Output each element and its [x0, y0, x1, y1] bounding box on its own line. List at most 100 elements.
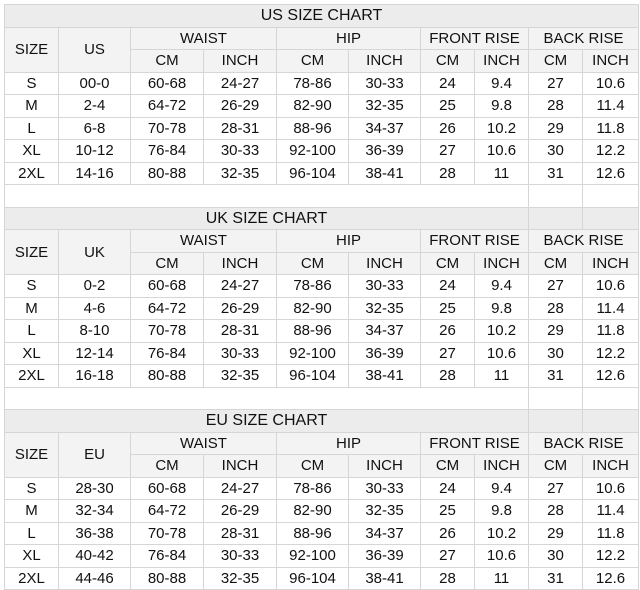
table-row: 2XL 16-18 80-88 32-35 96-104 38-41 28 11 31 12.6	[4, 364, 639, 388]
value-cell: 24-27	[203, 71, 277, 95]
table-row: L 6-8 70-78 28-31 88-96 34-37 26 10.2 29 11.8	[4, 116, 639, 140]
value-cell: 40-42	[58, 544, 131, 568]
value-cell: 11.4	[582, 94, 639, 118]
value-cell: 10.2	[474, 319, 529, 343]
value-cell: 28	[528, 499, 583, 523]
value-cell: 76-84	[130, 544, 204, 568]
unit-header-inch: INCH	[348, 251, 421, 275]
size-cell: L	[4, 319, 59, 343]
value-cell: 82-90	[276, 296, 349, 320]
spacer-cell	[528, 386, 583, 410]
value-cell: 34-37	[348, 521, 421, 545]
unit-header-inch: INCH	[474, 49, 529, 73]
region-header: EU	[58, 431, 131, 478]
value-cell: 24-27	[203, 476, 277, 500]
table-row: XL 40-42 76-84 30-33 92-100 36-39 27 10.6 30 12.2	[4, 544, 639, 568]
value-cell: 14-16	[58, 161, 131, 185]
value-cell: 12.2	[582, 139, 639, 163]
column-group-header: HIP	[276, 229, 421, 253]
size-cell: M	[4, 499, 59, 523]
size-chart: US SIZE CHART SIZE US WAIST HIP FRONT RISE BAC…	[4, 4, 639, 590]
value-cell: 10.6	[474, 139, 529, 163]
value-cell: 30-33	[203, 341, 277, 365]
value-cell: 70-78	[130, 521, 204, 545]
column-group-header: HIP	[276, 26, 421, 50]
table-row: M 32-34 64-72 26-29 82-90 32-35 25 9.8 28 11.4	[4, 499, 639, 523]
table-title-row: EU SIZE CHART	[4, 409, 639, 433]
value-cell: 9.4	[474, 476, 529, 500]
unit-header-cm: CM	[130, 49, 204, 73]
value-cell: 76-84	[130, 139, 204, 163]
value-cell: 80-88	[130, 566, 204, 590]
table-row: S 0-2 60-68 24-27 78-86 30-33 24 9.4 27 10.6	[4, 274, 639, 298]
value-cell: 80-88	[130, 161, 204, 185]
value-cell: 32-35	[203, 566, 277, 590]
value-cell: 28-30	[58, 476, 131, 500]
value-cell: 28	[528, 94, 583, 118]
column-group-header: FRONT RISE	[420, 431, 529, 455]
value-cell: 96-104	[276, 364, 349, 388]
size-cell: S	[4, 476, 59, 500]
unit-header-cm: CM	[528, 454, 583, 478]
header-row-groups: SIZE US WAIST HIP FRONT RISE BACK RISE	[4, 26, 639, 73]
value-cell: 80-88	[130, 364, 204, 388]
value-cell: 9.8	[474, 499, 529, 523]
size-cell: L	[4, 116, 59, 140]
value-cell: 24-27	[203, 274, 277, 298]
table-row: 2XL 14-16 80-88 32-35 96-104 38-41 28 11 31 12.6	[4, 161, 639, 185]
header-row-groups: SIZE UK WAIST HIP FRONT RISE BACK RISE	[4, 229, 639, 275]
header-row-units: CM INCH CM INCH CM INCH CM INCH	[5, 251, 639, 275]
unit-header-inch: INCH	[203, 454, 277, 478]
value-cell: 25	[420, 94, 475, 118]
unit-header-inch: INCH	[474, 251, 529, 275]
size-header: SIZE	[4, 26, 59, 73]
value-cell: 38-41	[348, 364, 421, 388]
unit-header-cm: CM	[276, 49, 349, 73]
value-cell: 12.6	[582, 364, 639, 388]
value-cell: 96-104	[276, 566, 349, 590]
table-title-row: US SIZE CHART	[4, 4, 639, 28]
value-cell: 30	[528, 139, 583, 163]
table-row: M 4-6 64-72 26-29 82-90 32-35 25 9.8 28 11.4	[4, 296, 639, 320]
value-cell: 10.2	[474, 116, 529, 140]
value-cell: 6-8	[58, 116, 131, 140]
value-cell: 12-14	[58, 341, 131, 365]
value-cell: 88-96	[276, 116, 349, 140]
value-cell: 64-72	[130, 296, 204, 320]
value-cell: 88-96	[276, 521, 349, 545]
value-cell: 28	[420, 566, 475, 590]
value-cell: 28-31	[203, 116, 277, 140]
value-cell: 32-35	[348, 499, 421, 523]
unit-header-inch: INCH	[203, 251, 277, 275]
value-cell: 26-29	[203, 296, 277, 320]
value-cell: 29	[528, 319, 583, 343]
unit-header-cm: CM	[420, 251, 475, 275]
unit-header-cm: CM	[420, 49, 475, 73]
column-group-header: BACK RISE	[528, 229, 639, 253]
title-empty-cell	[528, 409, 583, 433]
table-row: S 28-30 60-68 24-27 78-86 30-33 24 9.4 27 10.6	[4, 476, 639, 500]
value-cell: 32-35	[203, 161, 277, 185]
value-cell: 28	[420, 161, 475, 185]
value-cell: 60-68	[130, 71, 204, 95]
spacer-cell	[582, 386, 639, 410]
value-cell: 29	[528, 116, 583, 140]
unit-header-inch: INCH	[474, 454, 529, 478]
value-cell: 36-39	[348, 544, 421, 568]
spacer-cell	[4, 386, 529, 410]
value-cell: 31	[528, 161, 583, 185]
size-cell: 2XL	[4, 161, 59, 185]
spacer-cell	[582, 184, 639, 208]
title-empty-cell	[582, 206, 639, 230]
value-cell: 28-31	[203, 319, 277, 343]
header-row-units: CM INCH CM INCH CM INCH CM INCH	[5, 454, 639, 478]
size-cell: M	[4, 94, 59, 118]
column-group-header: WAIST	[130, 26, 277, 50]
value-cell: 8-10	[58, 319, 131, 343]
size-cell: XL	[4, 341, 59, 365]
value-cell: 32-34	[58, 499, 131, 523]
table-title: UK SIZE CHART	[4, 206, 529, 230]
value-cell: 88-96	[276, 319, 349, 343]
value-cell: 11.4	[582, 296, 639, 320]
value-cell: 64-72	[130, 499, 204, 523]
